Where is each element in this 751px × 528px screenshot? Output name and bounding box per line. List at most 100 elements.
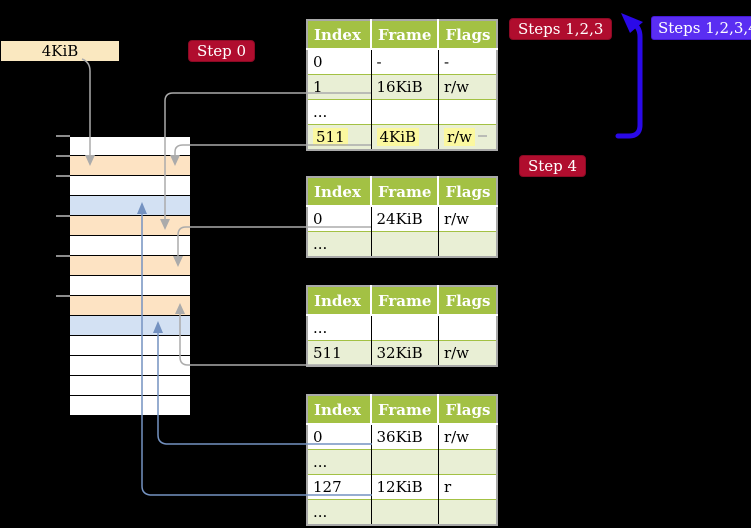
memory-frame-page bbox=[70, 316, 190, 336]
memory-frame-free bbox=[70, 276, 190, 296]
physical-memory-stack bbox=[70, 136, 190, 416]
memory-frame-table bbox=[70, 156, 190, 176]
memory-tick bbox=[56, 135, 70, 137]
page-table-cell bbox=[370, 231, 439, 257]
page-table-row: ... bbox=[307, 499, 498, 525]
page-table-row: 0 24KiB r/w bbox=[307, 206, 498, 232]
column-header: Frame bbox=[369, 20, 440, 50]
memory-frame-table bbox=[70, 296, 190, 316]
page-table-cell: ... bbox=[307, 315, 371, 341]
page-table-row: ... bbox=[307, 315, 498, 341]
highlighted-value: 511 bbox=[313, 128, 348, 146]
page-table-cell: r bbox=[437, 474, 498, 500]
page-table-cell bbox=[370, 449, 439, 475]
memory-frame-free bbox=[70, 136, 190, 156]
page-table-cell: - bbox=[370, 49, 439, 75]
page-table-cell bbox=[370, 499, 439, 525]
memory-frame-free bbox=[70, 376, 190, 396]
page-table-row: 127 12KiB r bbox=[307, 474, 498, 500]
page-table-cell: 511 bbox=[307, 124, 371, 150]
page-table-row: 1 16KiB r/w bbox=[307, 74, 498, 100]
page-table-row: 0 36KiB r/w bbox=[307, 424, 498, 450]
page-table-l3: Index Frame Flags 0 24KiB r/w... bbox=[306, 176, 499, 258]
memory-frame-free bbox=[70, 396, 190, 416]
column-header: Index bbox=[307, 177, 372, 207]
page-table-row: 511 32KiB r/w bbox=[307, 340, 498, 366]
page-table-cell: r/w bbox=[437, 124, 498, 150]
page-table-header-row: Index Frame Flags bbox=[307, 177, 498, 207]
column-header: Frame bbox=[369, 395, 440, 425]
memory-frame-free bbox=[70, 356, 190, 376]
page-table-cell: - bbox=[437, 49, 498, 75]
memory-tick bbox=[56, 155, 70, 157]
page-table-header-row: Index Frame Flags bbox=[307, 20, 498, 50]
step4-badge: Step 4 bbox=[519, 155, 587, 177]
page-table-cell: 0 bbox=[307, 206, 371, 232]
page-table-l2: Index Frame Flags... 511 32KiB r/w bbox=[306, 285, 499, 367]
page-table-cell: r/w bbox=[437, 424, 498, 450]
highlighted-value: 4KiB bbox=[376, 128, 420, 146]
memory-frame-free bbox=[70, 176, 190, 196]
memory-frame-page bbox=[70, 196, 190, 216]
memory-tick bbox=[56, 295, 70, 297]
page-table-cell: ... bbox=[307, 231, 371, 257]
memory-frame-free bbox=[70, 336, 190, 356]
page-table-cell bbox=[437, 315, 498, 341]
steps123-badge: Steps 1,2,3 bbox=[509, 18, 613, 40]
page-table-cell: ... bbox=[307, 499, 371, 525]
memory-frame-table bbox=[70, 216, 190, 236]
steps1234-badge: Steps 1,2,3,4 bbox=[651, 16, 751, 40]
page-table-row: 511 4KiB r/w bbox=[307, 124, 498, 150]
page-table-cell: r/w bbox=[437, 74, 498, 100]
page-table-l1: Index Frame Flags 0 36KiB r/w... 127 12KiB r... bbox=[306, 394, 499, 526]
page-table-cell: 24KiB bbox=[370, 206, 439, 232]
column-header: Index bbox=[307, 286, 372, 316]
page-table-l4: Index Frame Flags 0- -1 16KiB r/w... 511 4KiB r/w bbox=[306, 19, 499, 151]
page-table-row: 0-- bbox=[307, 49, 498, 75]
column-header: Frame bbox=[369, 177, 440, 207]
page-table-cell: 4KiB bbox=[370, 124, 439, 150]
page-table-cell: ... bbox=[307, 449, 371, 475]
memory-tick bbox=[56, 175, 70, 177]
page-table-cell: 12KiB bbox=[370, 474, 439, 500]
page-table-cell bbox=[437, 231, 498, 257]
steps-loop-arrowhead bbox=[621, 13, 643, 33]
page-table-cell: 127 bbox=[307, 474, 371, 500]
page-table-cell bbox=[437, 499, 498, 525]
frame-address-label: 4KiB bbox=[1, 41, 119, 61]
column-header: Index bbox=[307, 395, 372, 425]
page-table-cell: 0 bbox=[307, 49, 371, 75]
column-header: Flags bbox=[437, 20, 498, 50]
memory-tick bbox=[56, 255, 70, 257]
column-header: Flags bbox=[437, 395, 498, 425]
page-table-cell: 16KiB bbox=[370, 74, 439, 100]
page-table-cell: 511 bbox=[307, 340, 371, 366]
column-header: Frame bbox=[369, 286, 440, 316]
column-header: Flags bbox=[437, 286, 498, 316]
step0-badge: Step 0 bbox=[188, 40, 256, 62]
steps-loop-arrow-shaft bbox=[615, 21, 643, 139]
steps-loop-arrow bbox=[615, 13, 643, 139]
page-table-row: ... bbox=[307, 449, 498, 475]
page-table-cell: 36KiB bbox=[370, 424, 439, 450]
page-table-cell: r/w bbox=[437, 206, 498, 232]
page-table-row: ... bbox=[307, 231, 498, 257]
page-table-cell bbox=[437, 99, 498, 125]
page-table-row: ... bbox=[307, 99, 498, 125]
memory-tick bbox=[56, 215, 70, 217]
page-table-cell: r/w bbox=[437, 340, 498, 366]
page-table-header-row: Index Frame Flags bbox=[307, 395, 498, 425]
column-header: Index bbox=[307, 20, 372, 50]
page-table-cell: 32KiB bbox=[370, 340, 439, 366]
memory-frame-table bbox=[70, 256, 190, 276]
memory-frame-free bbox=[70, 236, 190, 256]
page-table-cell: 1 bbox=[307, 74, 371, 100]
page-table-cell bbox=[370, 315, 439, 341]
page-table-cell: 0 bbox=[307, 424, 371, 450]
page-table-cell bbox=[437, 449, 498, 475]
column-header: Flags bbox=[437, 177, 498, 207]
page-table-header-row: Index Frame Flags bbox=[307, 286, 498, 316]
page-table-cell bbox=[370, 99, 439, 125]
page-table-cell: ... bbox=[307, 99, 371, 125]
